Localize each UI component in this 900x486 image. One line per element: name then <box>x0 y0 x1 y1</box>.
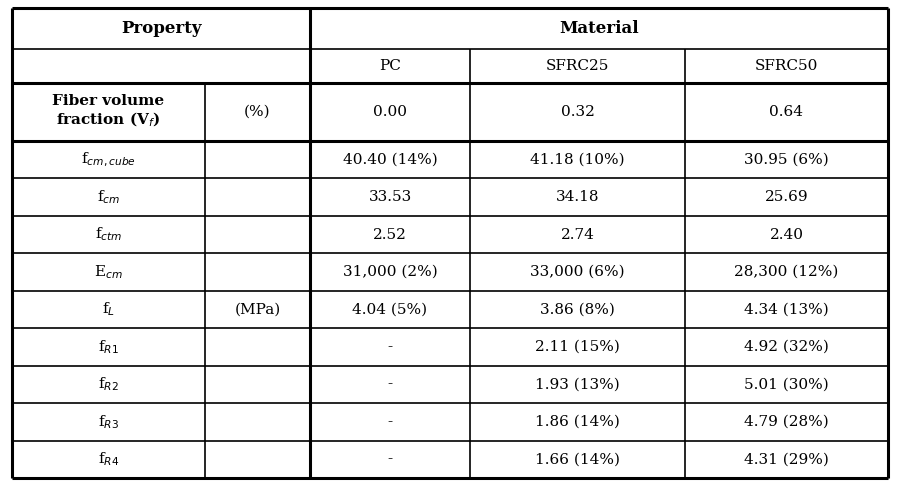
Text: 28,300 (12%): 28,300 (12%) <box>734 265 839 279</box>
Text: E$_{cm}$: E$_{cm}$ <box>94 263 123 281</box>
Text: 34.18: 34.18 <box>556 190 599 204</box>
Text: f$_{cm,cube}$: f$_{cm,cube}$ <box>81 151 136 169</box>
Text: 0.32: 0.32 <box>561 105 594 119</box>
Text: 2.74: 2.74 <box>561 227 594 242</box>
Text: 2.11 (15%): 2.11 (15%) <box>536 340 620 354</box>
Text: 41.18 (10%): 41.18 (10%) <box>530 153 625 167</box>
Text: 1.86 (14%): 1.86 (14%) <box>536 415 620 429</box>
Text: 1.93 (13%): 1.93 (13%) <box>536 377 620 391</box>
Text: SFRC25: SFRC25 <box>545 59 609 73</box>
Text: f$_{R3}$: f$_{R3}$ <box>98 413 119 431</box>
Text: -: - <box>387 415 392 429</box>
Text: SFRC50: SFRC50 <box>755 59 818 73</box>
Text: 4.79 (28%): 4.79 (28%) <box>744 415 829 429</box>
Text: (MPa): (MPa) <box>234 302 281 316</box>
Text: 2.40: 2.40 <box>770 227 804 242</box>
Text: -: - <box>387 377 392 391</box>
Text: f$_{cm}$: f$_{cm}$ <box>97 188 120 206</box>
Text: -: - <box>387 452 392 466</box>
Text: 33,000 (6%): 33,000 (6%) <box>530 265 625 279</box>
Text: 40.40 (14%): 40.40 (14%) <box>343 153 437 167</box>
Text: Fiber volume
fraction (V$_f$): Fiber volume fraction (V$_f$) <box>52 94 165 129</box>
Text: f$_{R1}$: f$_{R1}$ <box>98 338 119 356</box>
Text: 4.04 (5%): 4.04 (5%) <box>353 302 428 316</box>
Text: Property: Property <box>121 20 202 37</box>
Text: 2.52: 2.52 <box>374 227 407 242</box>
Text: f$_{L}$: f$_{L}$ <box>102 301 115 318</box>
Text: 5.01 (30%): 5.01 (30%) <box>744 377 829 391</box>
Text: 1.66 (14%): 1.66 (14%) <box>535 452 620 466</box>
Text: 25.69: 25.69 <box>765 190 808 204</box>
Text: 4.31 (29%): 4.31 (29%) <box>744 452 829 466</box>
Text: 30.95 (6%): 30.95 (6%) <box>744 153 829 167</box>
Text: f$_{R2}$: f$_{R2}$ <box>98 376 119 393</box>
Text: (%): (%) <box>244 105 271 119</box>
Text: 4.34 (13%): 4.34 (13%) <box>744 302 829 316</box>
Text: 0.00: 0.00 <box>373 105 407 119</box>
Text: -: - <box>387 340 392 354</box>
Text: 31,000 (2%): 31,000 (2%) <box>343 265 437 279</box>
Text: 33.53: 33.53 <box>368 190 411 204</box>
Text: Material: Material <box>559 20 639 37</box>
Text: 0.64: 0.64 <box>770 105 804 119</box>
Text: f$_{ctm}$: f$_{ctm}$ <box>94 226 122 243</box>
Text: 3.86 (8%): 3.86 (8%) <box>540 302 615 316</box>
Text: f$_{R4}$: f$_{R4}$ <box>98 451 119 468</box>
Text: 4.92 (32%): 4.92 (32%) <box>744 340 829 354</box>
Text: PC: PC <box>379 59 400 73</box>
